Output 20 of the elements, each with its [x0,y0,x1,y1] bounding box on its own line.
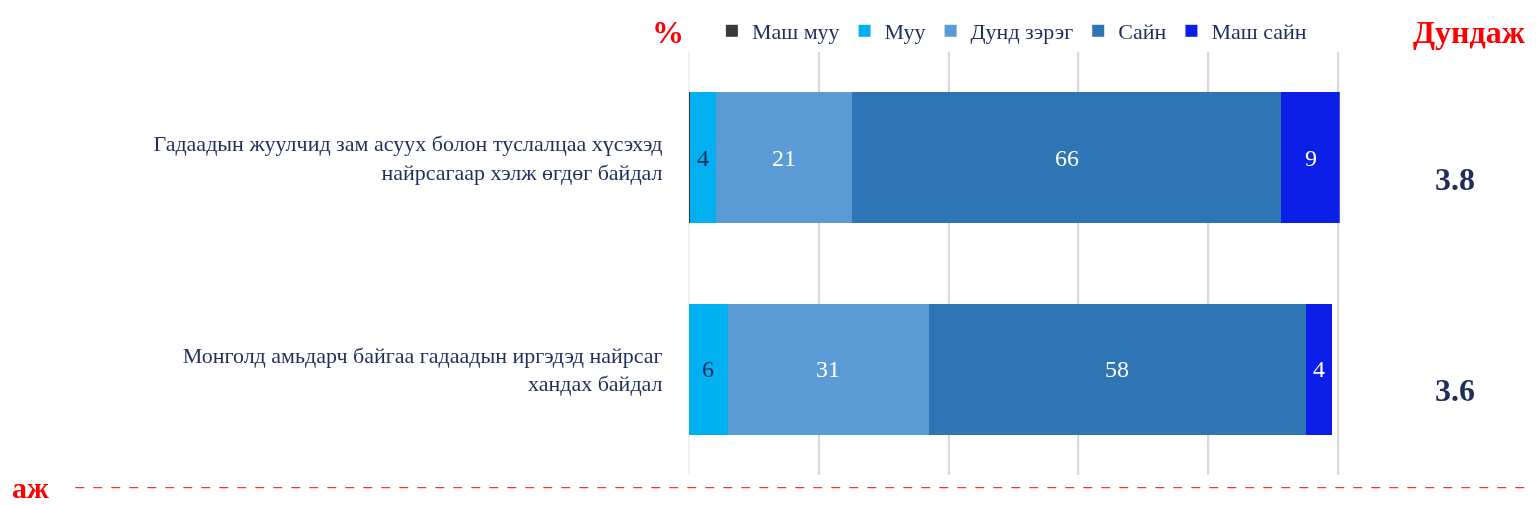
text: Дундаж [1413,14,1526,50]
text: % [652,14,684,50]
data-label: 58 [1105,356,1129,382]
legend-label: Муу [884,19,926,45]
text: 3.6 [1435,372,1475,408]
data-label: 66 [1055,145,1079,171]
data-label: 21 [772,145,796,171]
text: 3.8 [1435,161,1475,197]
y-tick-label: Гадаадын жуулчид зам асуух болон туслалцаа хүсэхэд найрсагаар хэлж өгдөг байдал [153,131,663,185]
data-label: 6 [702,356,714,382]
y-tick-label: Монголд амьдарч байгаа гадаадын иргэдэд найрсаг хандах байдал [182,342,663,397]
data-label: 9 [1305,145,1317,171]
data-label: 4 [697,145,709,171]
data-label: 31 [816,356,840,382]
data-label: 4 [1313,356,1325,382]
text: аж [12,471,49,504]
legend-label: Маш муу [751,19,840,45]
legend-label: Сайн [1118,19,1167,45]
legend-label: Маш сайн [1211,19,1307,45]
legend-label: Дунд зэрэг [970,19,1074,45]
